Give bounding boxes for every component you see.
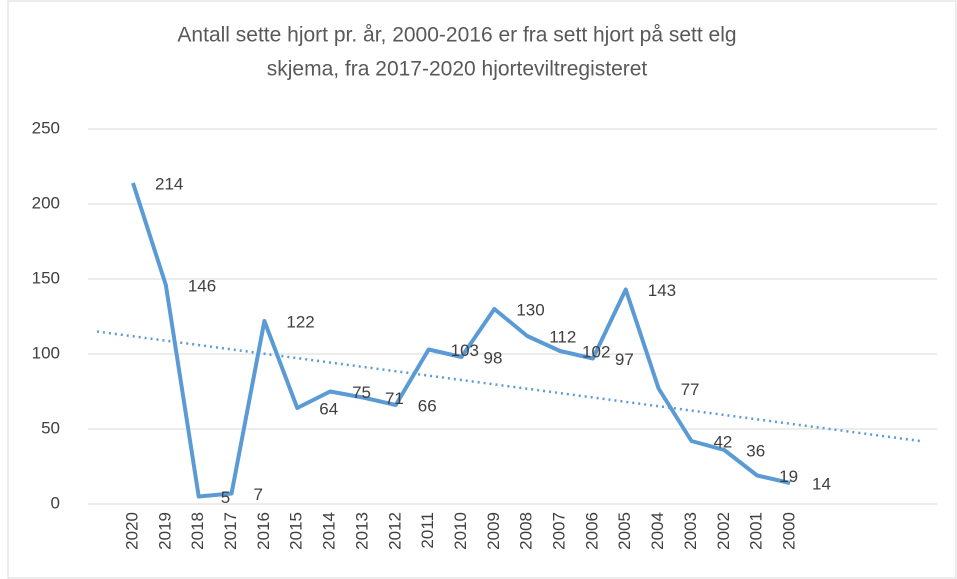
data-label: 19 bbox=[779, 467, 798, 486]
x-tick-label: 2006 bbox=[582, 512, 601, 550]
x-tick-label: 2019 bbox=[155, 512, 174, 550]
data-label: 71 bbox=[385, 389, 404, 408]
data-label: 97 bbox=[615, 350, 634, 369]
data-label: 77 bbox=[681, 380, 700, 399]
data-label: 42 bbox=[713, 432, 732, 451]
x-tick-label: 2017 bbox=[221, 512, 240, 550]
data-label: 146 bbox=[188, 276, 216, 295]
y-tick-label: 100 bbox=[32, 343, 60, 362]
x-tick-label: 2020 bbox=[122, 512, 141, 550]
x-tick-label: 2012 bbox=[385, 512, 404, 550]
data-line bbox=[131, 182, 791, 499]
x-tick-label: 2003 bbox=[681, 512, 700, 550]
data-label: 66 bbox=[418, 396, 437, 415]
x-tick-label: 2016 bbox=[254, 512, 273, 550]
x-tick-label: 2001 bbox=[747, 512, 766, 550]
x-tick-label: 2004 bbox=[648, 512, 667, 550]
data-label: 112 bbox=[549, 327, 576, 346]
x-tick-label: 2009 bbox=[484, 512, 503, 550]
data-label: 122 bbox=[286, 312, 314, 331]
y-tick-label: 150 bbox=[32, 268, 60, 287]
data-label: 143 bbox=[648, 281, 676, 300]
y-tick-label: 50 bbox=[41, 418, 60, 437]
data-label: 130 bbox=[516, 300, 544, 319]
x-tick-label: 2015 bbox=[287, 512, 306, 550]
y-tick-label: 0 bbox=[51, 493, 60, 512]
data-label: 98 bbox=[484, 348, 503, 367]
data-label: 5 bbox=[221, 488, 230, 507]
data-label: 102 bbox=[582, 342, 610, 361]
data-label: 103 bbox=[451, 341, 479, 360]
x-tick-label: 2013 bbox=[352, 512, 371, 550]
chart-frame bbox=[7, 0, 957, 579]
trendline bbox=[96, 330, 921, 443]
data-label: 14 bbox=[812, 474, 831, 493]
x-tick-label: 2000 bbox=[779, 512, 798, 550]
data-label: 36 bbox=[746, 441, 765, 460]
x-tick-label: 2002 bbox=[714, 512, 733, 550]
data-label: 7 bbox=[254, 485, 263, 504]
data-label: 64 bbox=[319, 399, 338, 418]
x-tick-label: 2005 bbox=[615, 512, 634, 550]
chart-title: skjema, fra 2017-2020 hjorteviltregister… bbox=[267, 58, 648, 81]
x-tick-label: 2014 bbox=[320, 512, 339, 550]
y-tick-label: 250 bbox=[32, 118, 60, 137]
data-label: 214 bbox=[155, 174, 183, 193]
x-tick-label: 2018 bbox=[188, 512, 207, 550]
x-tick-label: 2010 bbox=[451, 512, 470, 550]
y-tick-label: 200 bbox=[32, 193, 60, 212]
data-label: 75 bbox=[352, 383, 371, 402]
x-tick-label: 2007 bbox=[550, 512, 569, 550]
x-tick-label: 2008 bbox=[517, 512, 536, 550]
x-tick-label: 2011 bbox=[418, 512, 437, 549]
chart-title: Antall sette hjort pr. år, 2000-2016 er … bbox=[177, 24, 736, 47]
